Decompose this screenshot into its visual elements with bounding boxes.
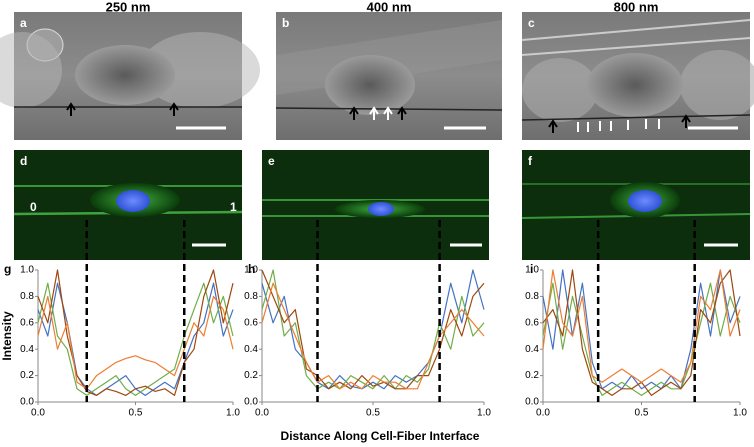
- intensity-line: [261, 269, 485, 390]
- fiber-end: [0, 32, 62, 108]
- x-axis-label: Distance Along Cell-Fiber Interface: [281, 429, 480, 443]
- intensity-line: [37, 282, 234, 396]
- panel-letter: e: [268, 154, 275, 168]
- y-tick-label: 0.6: [20, 317, 34, 328]
- x-tick-label: 1.0: [226, 408, 240, 419]
- intensity-line: [542, 269, 741, 383]
- y-tick-label: 0.4: [244, 344, 258, 355]
- x-tick-label: 0.5: [366, 408, 380, 419]
- cell: [75, 45, 175, 105]
- x-tick-label: 0.5: [635, 408, 649, 419]
- y-tick-label: 0.4: [20, 344, 34, 355]
- cell: [587, 53, 683, 117]
- phase-images: [0, 12, 754, 140]
- y-tick-label: 0.2: [244, 370, 258, 381]
- panel-letter: g: [4, 262, 11, 276]
- y-tick-label: 0.2: [20, 370, 34, 381]
- arrows: [577, 119, 660, 132]
- x-tick-label: 0.0: [255, 408, 269, 419]
- panel-letter: a: [20, 16, 27, 30]
- panel-letter: f: [528, 154, 533, 168]
- fiber-end: [522, 58, 598, 122]
- y-tick-label: 1.0: [525, 265, 539, 276]
- intensity-line: [261, 282, 485, 390]
- x-tick-label: 1.0: [733, 408, 747, 419]
- arrows: [369, 106, 393, 120]
- intensity-line: [37, 269, 234, 396]
- y-tick-label: 0.0: [244, 397, 258, 408]
- x-tick-label: 0.0: [536, 408, 550, 419]
- intensity-line: [261, 269, 485, 390]
- interface-start: 0: [30, 200, 37, 214]
- x-tick-label: 1.0: [477, 408, 491, 419]
- fiber-end: [680, 50, 754, 120]
- intensity-line: [37, 295, 234, 390]
- fluorescence-images: [13, 150, 751, 260]
- y-tick-label: 0.8: [525, 291, 539, 302]
- y-tick-label: 0.4: [525, 344, 539, 355]
- arrows: [548, 114, 691, 133]
- column-title: 400 nm: [367, 0, 412, 14]
- intensity-line: [542, 282, 741, 396]
- y-tick-label: 0.8: [20, 291, 34, 302]
- arrows: [66, 102, 179, 116]
- panel-letter: h: [248, 262, 255, 276]
- y-tick-label: 1.0: [20, 265, 34, 276]
- fiber: [521, 19, 751, 56]
- y-tick-label: 1.0: [244, 265, 258, 276]
- fiber: [521, 114, 751, 121]
- panel-letter: c: [528, 16, 535, 30]
- y-tick-label: 0.6: [244, 317, 258, 328]
- intensity-line: [542, 269, 741, 390]
- x-tick-label: 0.5: [129, 408, 143, 419]
- intensity-line: [37, 282, 234, 396]
- arrows: [349, 106, 407, 120]
- fiber-end: [140, 32, 260, 108]
- cell: [325, 55, 415, 115]
- panel-letter: d: [20, 154, 27, 168]
- intensity-line: [261, 269, 485, 390]
- y-tick-label: 0.0: [20, 397, 34, 408]
- panel-letter: i: [530, 262, 533, 276]
- y-tick-label: 0.0: [525, 397, 539, 408]
- y-axis-label: Intensity: [0, 311, 14, 361]
- y-tick-label: 0.2: [525, 370, 539, 381]
- panel-letter: b: [282, 16, 289, 30]
- x-tick-label: 0.0: [31, 408, 45, 419]
- column-title: 250 nm: [106, 0, 151, 14]
- y-tick-label: 0.6: [525, 317, 539, 328]
- column-title: 800 nm: [614, 0, 659, 14]
- interface-end: 1: [230, 200, 237, 214]
- y-tick-label: 0.8: [244, 291, 258, 302]
